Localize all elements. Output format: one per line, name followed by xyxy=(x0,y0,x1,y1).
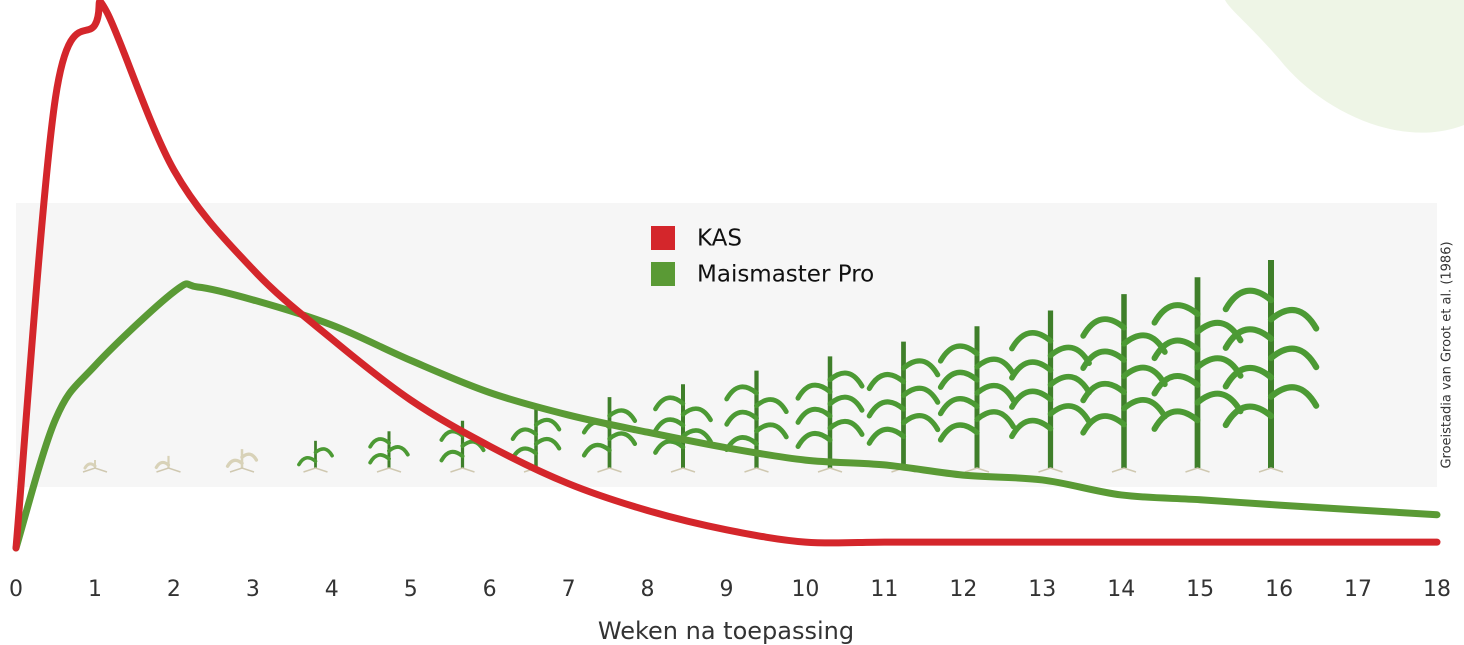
x-tick-label: 7 xyxy=(562,577,576,602)
x-tick-label: 15 xyxy=(1186,577,1214,602)
x-tick-label: 9 xyxy=(720,577,734,602)
x-tick-label: 17 xyxy=(1344,577,1372,602)
x-tick-label: 16 xyxy=(1265,577,1293,602)
x-tick-label: 6 xyxy=(483,577,497,602)
x-tick-label: 5 xyxy=(404,577,418,602)
x-tick-label: 10 xyxy=(791,577,819,602)
x-tick-label: 12 xyxy=(949,577,977,602)
x-tick-label: 13 xyxy=(1028,577,1056,602)
x-tick-label: 1 xyxy=(88,577,102,602)
credit: Groeistadia van Groot et al. (1986) xyxy=(1440,241,1455,468)
legend-swatch xyxy=(651,226,675,250)
chart: Groeistadia van Groot et al. (1986) Weke… xyxy=(0,0,1464,645)
x-tick-label: 2 xyxy=(167,577,181,602)
legend-swatch xyxy=(651,262,675,286)
legend-label: Maismaster Pro xyxy=(697,262,874,288)
x-tick-label: 8 xyxy=(641,577,655,602)
x-tick-label: 4 xyxy=(325,577,339,602)
x-tick-label: 3 xyxy=(246,577,260,602)
x-tick-label: 14 xyxy=(1107,577,1135,602)
x-tick-label: 18 xyxy=(1423,577,1451,602)
x-axis-title: Weken na toepassing xyxy=(598,617,854,645)
x-tick-label: 0 xyxy=(9,577,23,602)
decor-blob xyxy=(1225,0,1464,133)
x-tick-label: 11 xyxy=(870,577,898,602)
legend-label: KAS xyxy=(697,226,742,252)
